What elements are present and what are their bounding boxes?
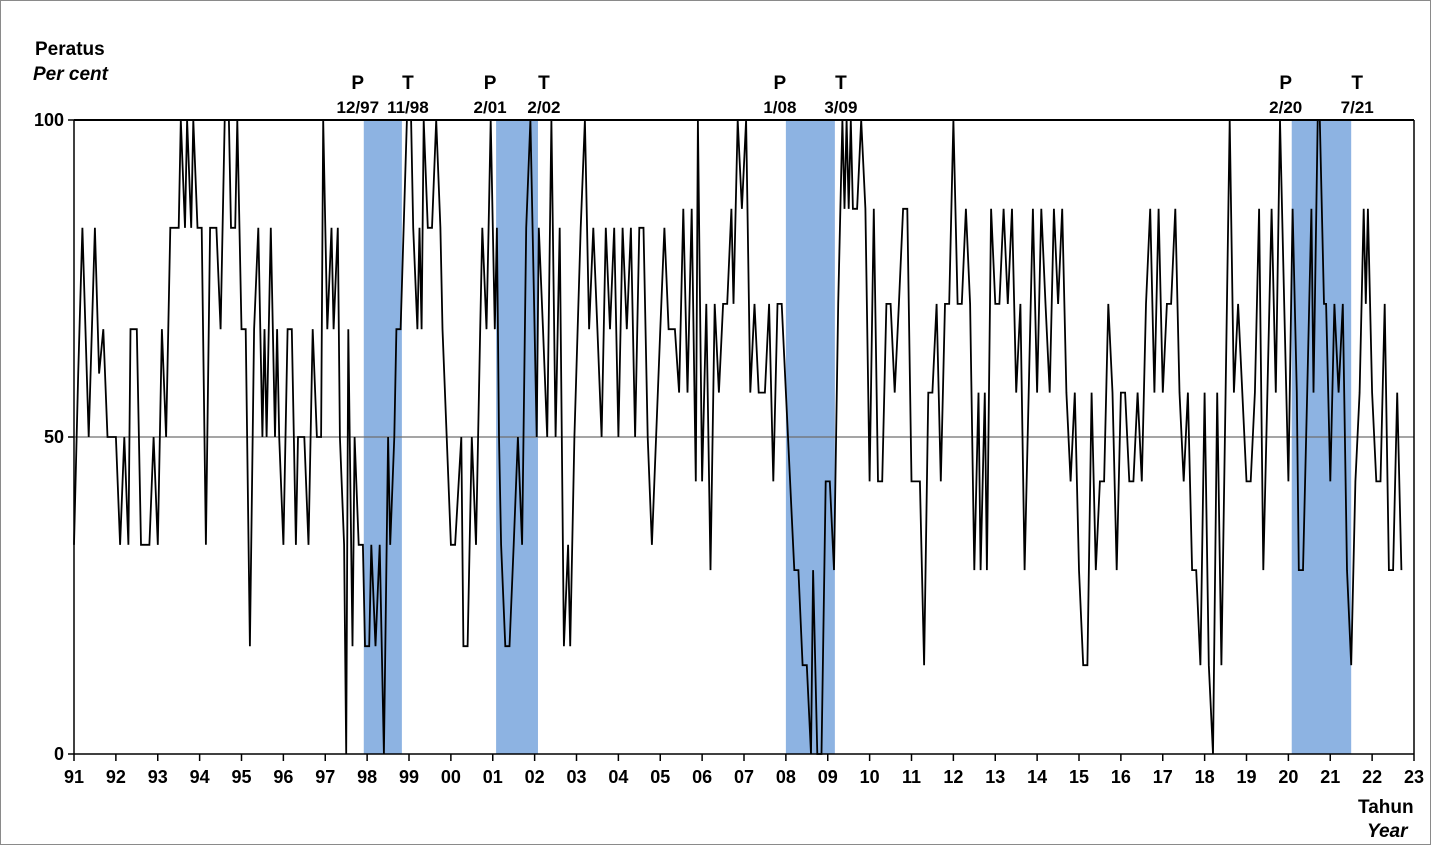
series-line (73, 119, 1403, 755)
x-tick-label: 00 (441, 767, 461, 787)
y-tick-label: 0 (54, 744, 64, 764)
x-tick-label: 03 (566, 767, 586, 787)
x-tick-label: 93 (148, 767, 168, 787)
y-axis-title: Peratus (35, 39, 105, 60)
x-tick-label: 21 (1320, 767, 1340, 787)
x-axis-title: Tahun (1358, 797, 1414, 818)
x-tick-label: 04 (608, 767, 628, 787)
y-tick-label: 100 (34, 110, 64, 130)
x-tick-label: 13 (985, 767, 1005, 787)
trough-label: T (835, 73, 847, 94)
axes-group (68, 119, 1415, 761)
labels-group: Peratus Per cent Tahun Year P 12/97 T 11/98… (33, 39, 1424, 842)
trough-date-label: 7/21 (1341, 98, 1374, 117)
x-axis-title-english: Year (1367, 821, 1409, 842)
x-tick-label: 10 (860, 767, 880, 787)
series-group (73, 119, 1403, 755)
x-tick-label: 12 (943, 767, 963, 787)
trough-date-label: 3/09 (824, 98, 857, 117)
trough-label: T (1351, 73, 1363, 94)
peak-date-label: 1/08 (763, 98, 796, 117)
x-tick-label: 23 (1404, 767, 1424, 787)
x-tick-label: 98 (357, 767, 377, 787)
x-tick-label: 09 (818, 767, 838, 787)
peak-label: P (484, 73, 497, 94)
peak-label: P (774, 73, 787, 94)
x-tick-label: 15 (1069, 767, 1089, 787)
x-tick-label: 06 (692, 767, 712, 787)
x-tick-label: 19 (1236, 767, 1256, 787)
x-tick-label: 02 (525, 767, 545, 787)
peak-date-label: 12/97 (337, 98, 380, 117)
x-tick-label: 16 (1111, 767, 1131, 787)
x-tick-label: 05 (650, 767, 670, 787)
peak-date-label: 2/20 (1269, 98, 1302, 117)
x-tick-label: 94 (190, 767, 210, 787)
y-axis-title-english: Per cent (33, 64, 109, 85)
peak-date-label: 2/01 (474, 98, 507, 117)
peak-label: P (1279, 73, 1292, 94)
peak-label: P (351, 73, 364, 94)
x-tick-label: 01 (483, 767, 503, 787)
x-tick-label: 95 (231, 767, 251, 787)
trough-label: T (538, 73, 550, 94)
x-tick-label: 96 (273, 767, 293, 787)
trough-date-label: 2/02 (527, 98, 560, 117)
x-tick-label: 22 (1362, 767, 1382, 787)
x-tick-label: 99 (399, 767, 419, 787)
x-tick-label: 17 (1153, 767, 1173, 787)
x-tick-label: 08 (776, 767, 796, 787)
y-tick-label: 50 (44, 427, 64, 447)
x-tick-label: 97 (315, 767, 335, 787)
x-tick-label: 20 (1278, 767, 1298, 787)
trough-label: T (402, 73, 414, 94)
trough-date-label: 11/98 (387, 98, 429, 117)
x-tick-label: 91 (64, 767, 84, 787)
x-tick-label: 18 (1195, 767, 1215, 787)
x-tick-label: 14 (1027, 767, 1047, 787)
x-tick-label: 92 (106, 767, 126, 787)
x-tick-label: 11 (902, 767, 921, 787)
x-tick-label: 07 (734, 767, 754, 787)
